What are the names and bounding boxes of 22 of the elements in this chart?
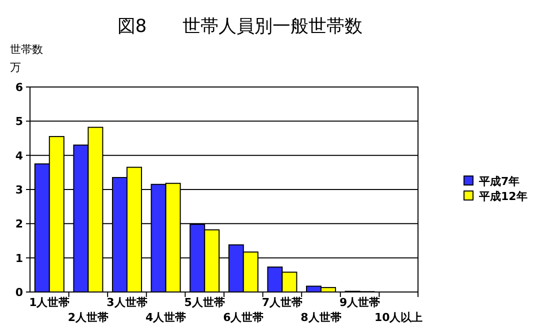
x-tick-label: 4人世帯 — [145, 311, 186, 324]
x-tick-label: 10人以上 — [374, 311, 423, 324]
y-tick-label: 2 — [15, 218, 23, 231]
y-tick-label: 0 — [15, 286, 24, 299]
x-tick-label: 1人世帯 — [29, 296, 70, 309]
text: 万 — [10, 61, 21, 74]
x-tick-label: 8人世帯 — [300, 311, 342, 324]
legend-label: 平成12年 — [478, 190, 528, 203]
y-axis-title: 世帯数 — [10, 43, 43, 56]
y-tick-label: 5 — [15, 115, 23, 128]
x-tick-label: 5人世帯 — [184, 296, 225, 309]
y-tick-label: 1 — [15, 252, 23, 265]
legend-label: 平成7年 — [478, 175, 520, 188]
x-tick-label: 9人世帯 — [339, 296, 380, 309]
x-tick-label: 2人世帯 — [68, 311, 109, 324]
y-tick-label: 3 — [15, 184, 23, 196]
x-tick-label: 7人世帯 — [262, 296, 303, 309]
y-tick-label: 4 — [15, 149, 24, 162]
x-tick-label: 3人世帯 — [106, 296, 148, 309]
x-tick-label: 6人世帯 — [223, 311, 264, 324]
chart-title: 図8 世帯人員別一般世帯数 — [117, 16, 363, 37]
y-tick-label: 6 — [15, 81, 24, 94]
